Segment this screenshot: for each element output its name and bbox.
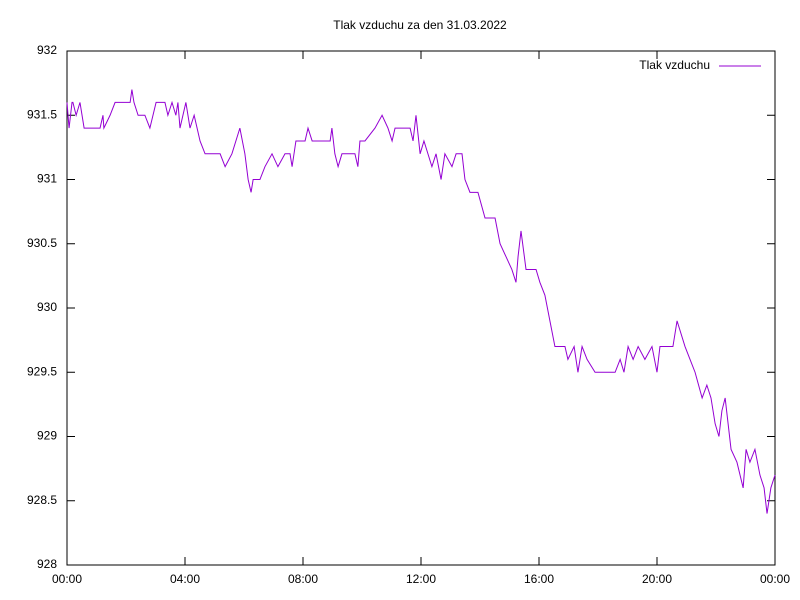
plot-border (66, 50, 776, 566)
x-tick-label: 16:00 (524, 572, 554, 586)
y-tick-label: 928.5 (27, 493, 57, 507)
x-tick-label: 08:00 (288, 572, 318, 586)
x-tick-label: 00:00 (52, 572, 82, 586)
x-tick-label: 04:00 (170, 572, 200, 586)
y-tick-label: 929 (37, 429, 57, 443)
legend-label: Tlak vzduchu (639, 58, 710, 72)
y-tick-label: 930.5 (27, 236, 57, 250)
y-tick-label: 931.5 (27, 107, 57, 121)
chart-title: Tlak vzduchu za den 31.03.2022 (333, 18, 507, 32)
x-tick-label: 12:00 (406, 572, 436, 586)
y-tick-label: 929.5 (27, 364, 57, 378)
y-tick-label: 931 (37, 172, 57, 186)
y-tick-label: 930 (37, 300, 57, 314)
y-tick-label: 928 (37, 557, 57, 571)
data-line (66, 89, 776, 514)
x-tick-label: 00:00 (760, 572, 790, 586)
x-tick-label: 20:00 (642, 572, 672, 586)
y-tick-label: 932 (37, 43, 57, 57)
